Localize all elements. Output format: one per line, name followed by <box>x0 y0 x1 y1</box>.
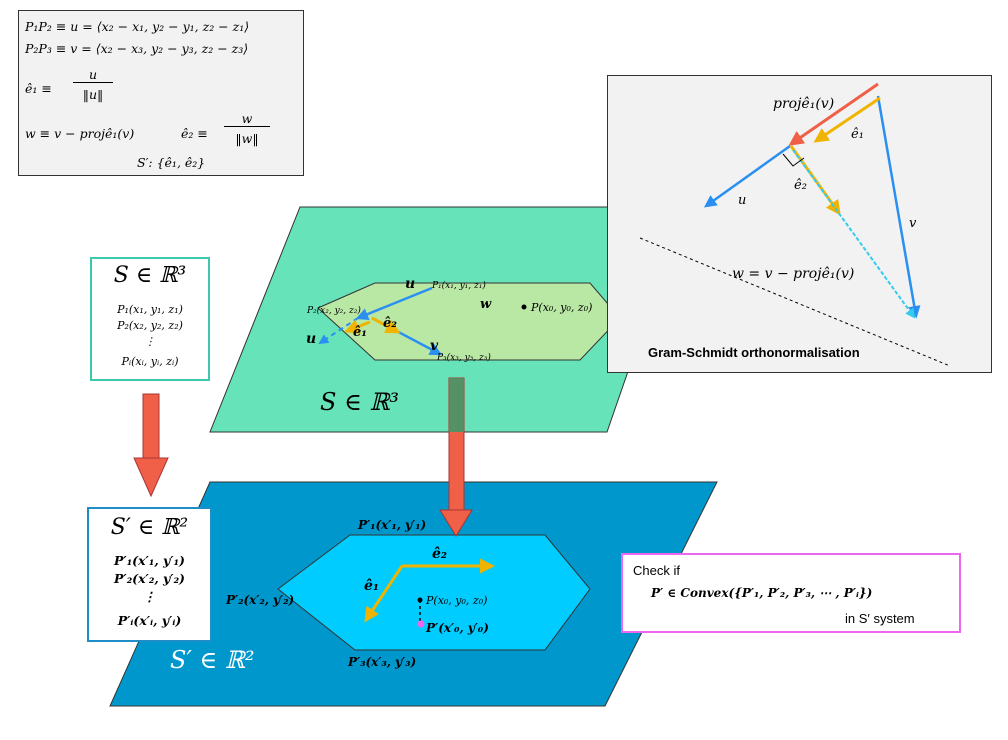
check-line2: P′ ∈ Convex({P′₁, P′₂, P′₃, ⋯ , P′ᵢ}) <box>651 586 873 600</box>
gs-label-u: u <box>738 193 746 208</box>
e1-vector-3d <box>344 319 371 334</box>
formula-e2-den: ‖w‖ <box>235 131 259 146</box>
formula-e1-num: u <box>73 67 113 83</box>
arrow-plane-projection <box>439 377 473 537</box>
formula-w: w ≡ v − projê₁(v) <box>25 126 135 141</box>
gs-label-proj: projê₁(v) <box>773 96 834 112</box>
e1-vector-2d <box>364 565 404 623</box>
sprime-box-dots: ⋮ <box>143 589 156 604</box>
formula-v: P₂P₃ ≡ v = ⟨x₂ − x₃, y₂ − y₃, z₂ − z₃⟩ <box>25 41 249 56</box>
formula-basis: S′: {ê₁, ê₂} <box>137 155 206 170</box>
gs-vector-v <box>876 95 921 319</box>
hexagon-2d <box>277 534 591 651</box>
gs-label-w-eq: w = v − projê₁(v) <box>732 266 854 282</box>
hexagon-3d <box>317 282 621 361</box>
s-box-p2: P₂(x₂, y₂, z₂) <box>117 319 183 332</box>
check-box: Check if P′ ∈ Convex({P′₁, P′₂, P′₃, ⋯ ,… <box>621 553 961 633</box>
check-line3: in S′ system <box>845 611 915 626</box>
e2-vector-3d <box>371 316 401 334</box>
sprime-box-title: S′ ∈ ℝ² <box>110 515 189 540</box>
check-line1: Check if <box>633 563 680 578</box>
sprime-box-p2: P′₂(x′₂, y′₂) <box>114 571 185 586</box>
gs-vector-w <box>792 149 916 319</box>
gs-vector-u <box>703 144 791 208</box>
formula-box: P₁P₂ ≡ u = ⟨x₂ − x₁, y₂ − y₁, z₂ − z₁⟩ P… <box>18 10 304 176</box>
gs-right-angle <box>782 153 805 167</box>
s-box-dots: ⋮ <box>144 335 156 348</box>
s-box-title: S ∈ ℝ³ <box>113 263 187 288</box>
point-p0-proj-2d <box>417 620 425 628</box>
s-box-pi: Pᵢ(xᵢ, yᵢ, zᵢ) <box>121 355 179 368</box>
gs-label-e1: ê₁ <box>851 127 864 142</box>
vector-u-dashed-3d <box>318 317 359 345</box>
s-box-p1: P₁(x₁, y₁, z₁) <box>117 303 183 316</box>
formula-u: P₁P₂ ≡ u = ⟨x₂ − x₁, y₂ − y₁, z₂ − z₁⟩ <box>25 19 250 34</box>
point-p0-2d <box>417 597 423 603</box>
formula-e1-den: ‖u‖ <box>82 87 104 102</box>
vector-u-3d <box>355 286 433 321</box>
point-p0-3d <box>521 304 527 310</box>
formula-e2-lhs: ê₂ ≡ <box>181 126 208 141</box>
gs-vector-e1 <box>813 96 881 143</box>
gs-dashed-line <box>639 237 951 367</box>
sprime-box-p1: P′₁(x′₁, y′₁) <box>114 553 185 568</box>
gs-label-e2: ê₂ <box>794 178 807 193</box>
gram-schmidt-diagram: projê₁(v) ê₁ ê₂ u v w = v − projê₁(v) Gr… <box>639 82 951 367</box>
gs-caption: Gram-Schmidt orthonormalisation <box>648 345 860 360</box>
sprime-box: S′ ∈ ℝ² P′₁(x′₁, y′₁) P′₂(x′₂, y′₂) ⋮ P′… <box>87 507 212 642</box>
formula-e1-lhs: ê₁ ≡ <box>25 81 52 96</box>
formula-e2-num: w <box>224 111 270 127</box>
gs-label-v: v <box>909 216 917 231</box>
gram-schmidt-box: projê₁(v) ê₁ ê₂ u v w = v − projê₁(v) Gr… <box>607 75 992 373</box>
arrow-s-to-sprime <box>133 393 169 498</box>
s-box: S ∈ ℝ³ P₁(x₁, y₁, z₁) P₂(x₂, y₂, z₂) ⋮ P… <box>90 257 210 381</box>
gs-vector-proj <box>788 82 879 146</box>
sprime-box-pi: P′ᵢ(x′ᵢ, y′ᵢ) <box>117 613 182 628</box>
